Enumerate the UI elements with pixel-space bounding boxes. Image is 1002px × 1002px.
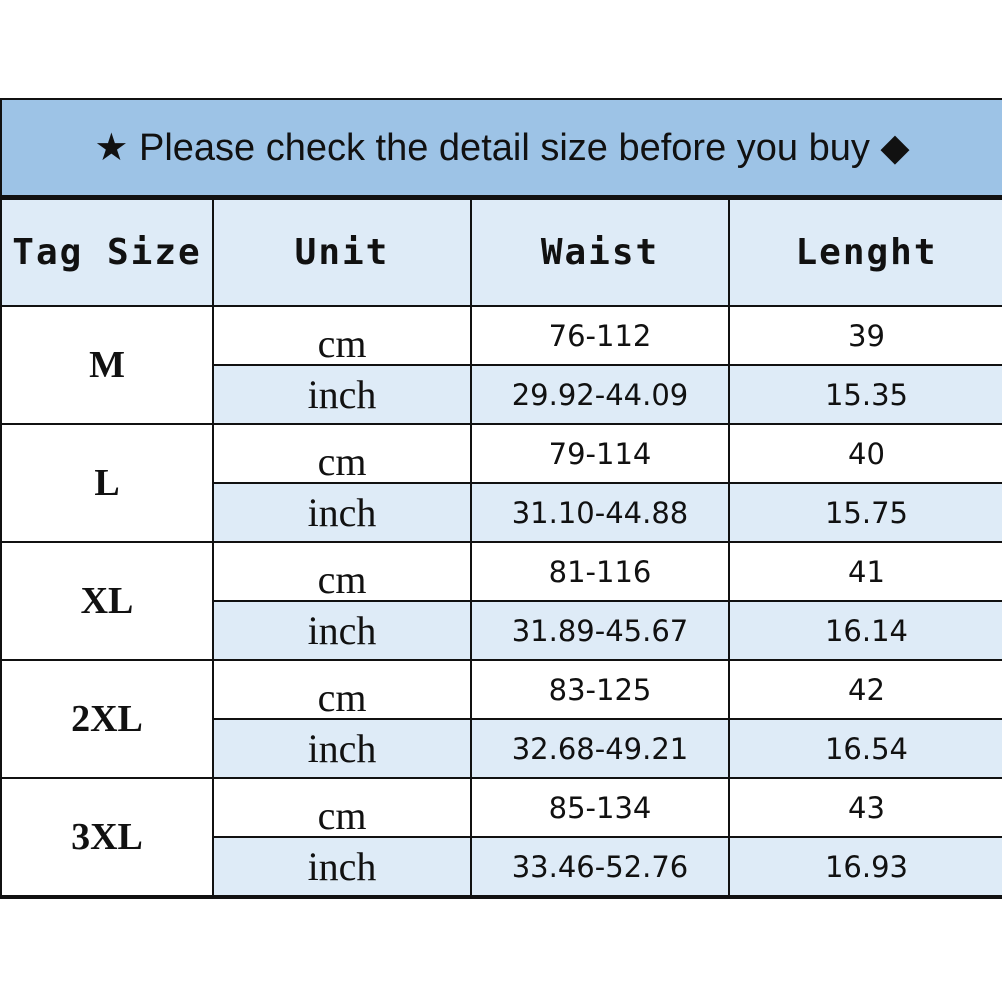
waist-cell: 33.46-52.76 bbox=[470, 836, 730, 897]
waist-cell: 31.10-44.88 bbox=[470, 482, 730, 543]
waist-cell: 32.68-49.21 bbox=[470, 718, 730, 779]
tag-size-cell: XL bbox=[2, 541, 214, 661]
unit-cell: inch bbox=[213, 836, 472, 897]
waist-cell: 85-134 bbox=[470, 777, 730, 838]
tag-size-cell: M bbox=[2, 305, 214, 425]
tag-size-cell: 3XL bbox=[2, 777, 214, 897]
header-tag-size: Tag Size bbox=[2, 198, 214, 307]
table-row-inch: inch 31.10-44.88 15.75 bbox=[2, 482, 1002, 543]
header-length: Lenght bbox=[728, 198, 1002, 307]
table-row-cm: L cm 79-114 40 bbox=[2, 423, 1002, 543]
header-unit: Unit bbox=[212, 198, 472, 307]
size-chart: ★ Please check the detail size before yo… bbox=[0, 98, 1002, 899]
table-row-cm: XL cm 81-116 41 bbox=[2, 541, 1002, 661]
unit-cell: inch bbox=[213, 600, 472, 661]
unit-cell: inch bbox=[213, 718, 472, 779]
length-cell: 16.54 bbox=[728, 718, 1002, 779]
unit-cell: inch bbox=[213, 364, 472, 425]
size-table: Tag Size Unit Waist Lenght M cm 76-112 3… bbox=[2, 198, 1002, 897]
chart-title: ★ Please check the detail size before yo… bbox=[2, 100, 1002, 198]
table-row-cm: 2XL cm 83-125 42 bbox=[2, 659, 1002, 779]
length-cell: 16.14 bbox=[728, 600, 1002, 661]
unit-cell: inch bbox=[213, 482, 472, 543]
length-cell: 16.93 bbox=[728, 836, 1002, 897]
tag-size-cell: L bbox=[2, 423, 214, 543]
header-waist: Waist bbox=[470, 198, 730, 307]
header-row: Tag Size Unit Waist Lenght bbox=[2, 198, 1002, 307]
waist-cell: 29.92-44.09 bbox=[470, 364, 730, 425]
unit-cell: cm bbox=[212, 777, 472, 838]
unit-cell: cm bbox=[212, 659, 472, 720]
unit-cell: cm bbox=[212, 305, 472, 366]
unit-cell: cm bbox=[212, 423, 472, 484]
table-row-inch: inch 31.89-45.67 16.14 bbox=[2, 600, 1002, 661]
length-cell: 39 bbox=[728, 305, 1002, 366]
length-cell: 15.75 bbox=[728, 482, 1002, 543]
waist-cell: 79-114 bbox=[470, 423, 730, 484]
length-cell: 15.35 bbox=[728, 364, 1002, 425]
length-cell: 41 bbox=[728, 541, 1002, 602]
length-cell: 42 bbox=[728, 659, 1002, 720]
table-row-inch: inch 32.68-49.21 16.54 bbox=[2, 718, 1002, 779]
waist-cell: 76-112 bbox=[470, 305, 730, 366]
unit-cell: cm bbox=[212, 541, 472, 602]
table-row-cm: M cm 76-112 39 bbox=[2, 305, 1002, 425]
table-row-inch: inch 29.92-44.09 15.35 bbox=[2, 364, 1002, 425]
table-row-inch: inch 33.46-52.76 16.93 bbox=[2, 836, 1002, 897]
tag-size-cell: 2XL bbox=[2, 659, 214, 779]
table-row-cm: 3XL cm 85-134 43 bbox=[2, 777, 1002, 897]
waist-cell: 31.89-45.67 bbox=[470, 600, 730, 661]
waist-cell: 83-125 bbox=[470, 659, 730, 720]
length-cell: 40 bbox=[728, 423, 1002, 484]
length-cell: 43 bbox=[728, 777, 1002, 838]
waist-cell: 81-116 bbox=[470, 541, 730, 602]
